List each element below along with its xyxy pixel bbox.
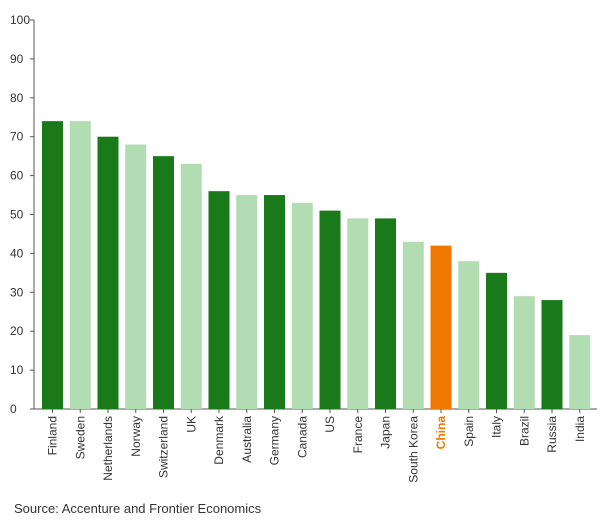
x-tick-label: Finland xyxy=(46,416,60,455)
bar-germany xyxy=(264,195,285,409)
y-tick-label: 50 xyxy=(10,208,24,222)
x-tick-label: UK xyxy=(184,416,198,433)
x-tick-label: Spain xyxy=(462,416,476,447)
bar-norway xyxy=(125,144,147,410)
bar-uk xyxy=(180,163,202,409)
x-tick-label: Switzerland xyxy=(157,416,171,478)
bar-japan xyxy=(375,218,396,409)
bar-canada xyxy=(291,202,313,409)
y-tick-label: 100 xyxy=(10,13,30,27)
bar-finland xyxy=(42,121,63,409)
y-tick-label: 30 xyxy=(10,285,24,299)
source-note: Source: Accenture and Frontier Economics xyxy=(14,501,262,516)
x-tick-label: Germany xyxy=(268,416,282,465)
y-tick-label: 60 xyxy=(10,169,24,183)
bar-sweden xyxy=(69,121,91,409)
x-tick-label: South Korea xyxy=(406,416,420,483)
x-tick-label: Russia xyxy=(545,416,559,453)
x-tick-label: Canada xyxy=(295,416,309,458)
x-tick-label: Norway xyxy=(129,416,143,457)
bar-italy xyxy=(486,272,507,409)
x-tick-label: India xyxy=(573,416,587,442)
bar-switzerland xyxy=(153,156,174,409)
x-tick-label: Italy xyxy=(490,416,504,438)
x-tick-label: Sweden xyxy=(73,416,87,459)
x-tick-label: Brazil xyxy=(517,416,531,446)
x-tick-label: China xyxy=(434,416,448,450)
bar-russia xyxy=(541,300,563,409)
y-tick-label: 0 xyxy=(10,402,17,416)
bar-south-korea xyxy=(402,241,424,409)
x-tick-label: France xyxy=(351,416,365,454)
bar-brazil xyxy=(513,296,535,409)
y-tick-label: 20 xyxy=(10,324,24,338)
bar-denmark xyxy=(208,191,230,409)
bar-netherlands xyxy=(97,136,119,409)
x-tick-label: Japan xyxy=(379,416,393,449)
y-tick-label: 40 xyxy=(10,246,24,260)
bar-us xyxy=(319,210,341,409)
bar-india xyxy=(569,335,591,409)
bar-spain xyxy=(458,261,480,409)
x-tick-label: Netherlands xyxy=(101,416,115,481)
y-tick-label: 90 xyxy=(10,52,24,66)
x-tick-label: US xyxy=(323,416,337,433)
bar-china xyxy=(430,245,452,409)
bar-australia xyxy=(236,195,258,409)
y-tick-label: 70 xyxy=(10,130,24,144)
bar-france xyxy=(347,218,369,409)
y-tick-label: 10 xyxy=(10,363,24,377)
x-tick-label: Australia xyxy=(240,416,254,463)
x-tick-label: Denmark xyxy=(212,415,226,465)
y-tick-label: 80 xyxy=(10,91,24,105)
